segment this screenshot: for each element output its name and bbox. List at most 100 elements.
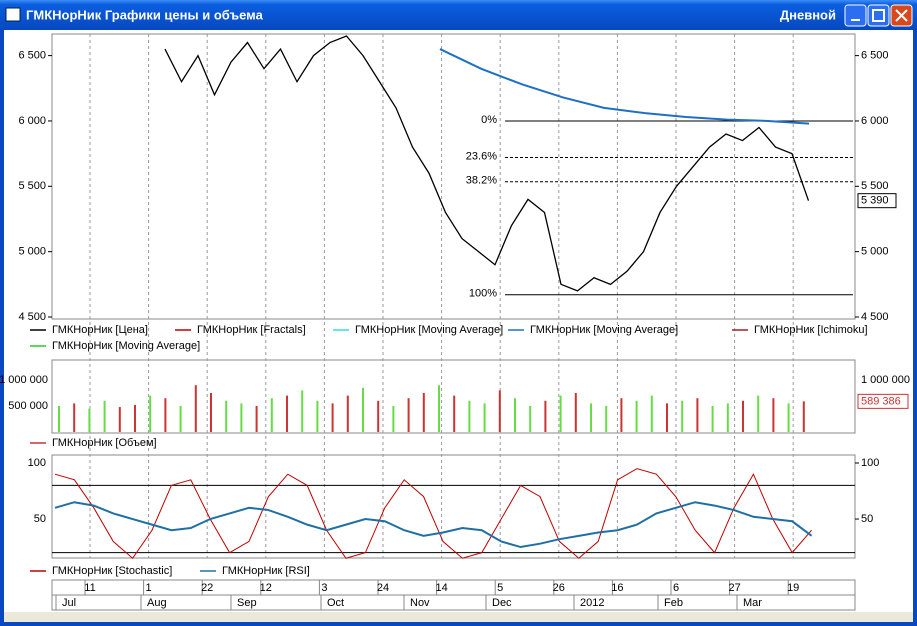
volume-bar xyxy=(711,406,714,432)
day-label: 27 xyxy=(728,582,740,594)
day-label: 12 xyxy=(260,582,272,594)
fib-label: 23.6% xyxy=(466,150,497,162)
volume-bar xyxy=(346,395,349,432)
month-label: Aug xyxy=(147,597,167,609)
volume-bar xyxy=(590,403,592,432)
month-label: Feb xyxy=(664,597,683,609)
legend-entry: ГМКНорНик [Fractals] xyxy=(197,324,306,336)
volume-bar xyxy=(681,400,684,432)
minimize-button[interactable] xyxy=(844,4,867,27)
month-label: Mar xyxy=(743,597,762,609)
month-label: Jul xyxy=(62,597,76,609)
fib-label: 0% xyxy=(481,114,497,126)
volume-bar xyxy=(453,395,456,432)
day-label: 5 xyxy=(497,582,503,594)
rsi-line xyxy=(54,501,813,549)
day-label: 24 xyxy=(377,582,389,594)
legend-entry: ГМКНорНик [Stochastic] xyxy=(52,565,172,577)
day-label: 6 xyxy=(673,582,679,594)
y-tick-label: 5 000 xyxy=(861,246,889,258)
volume-bar xyxy=(286,395,288,432)
volume-bar xyxy=(255,406,258,432)
volume-bar xyxy=(742,400,744,432)
volume-bar xyxy=(620,398,623,432)
volume-bar xyxy=(194,385,197,432)
volume-bar xyxy=(210,393,212,432)
volume-bar xyxy=(407,398,410,432)
volume-bar xyxy=(757,395,760,432)
volume-bar xyxy=(696,398,699,432)
month-label: Dec xyxy=(492,597,512,609)
legend-entry: ГМКНорНик [Moving Average] xyxy=(52,340,200,352)
volume-bar xyxy=(179,406,182,432)
price-panel xyxy=(51,33,856,320)
ma-long xyxy=(439,48,810,125)
period: Дневной xyxy=(780,7,836,22)
volume-bar xyxy=(635,400,638,432)
y-tick-label: 100 xyxy=(28,457,46,469)
title-bar xyxy=(0,0,917,30)
day-label: 1 xyxy=(146,582,152,594)
scrollbar[interactable] xyxy=(4,612,913,622)
y-tick-label: 100 xyxy=(861,457,879,469)
day-label: 3 xyxy=(321,582,327,594)
legend-entry: ГМКНорНик [Ichimoku] xyxy=(754,324,868,336)
volume-bar xyxy=(514,398,516,432)
price-line xyxy=(164,35,810,292)
volume-bar xyxy=(468,400,471,432)
volume-bar xyxy=(362,387,364,432)
volume-bar xyxy=(331,403,334,432)
month-label: 2012 xyxy=(580,597,604,609)
last-price-label: 5 390 xyxy=(861,195,889,207)
volume-bar xyxy=(103,400,106,432)
volume-bar xyxy=(149,395,152,432)
volume-bar xyxy=(544,400,547,432)
day-label: 14 xyxy=(435,582,447,594)
volume-bar xyxy=(118,407,121,432)
volume-panel xyxy=(51,359,856,434)
volume-bar xyxy=(438,385,440,432)
y-tick-label: 5 500 xyxy=(861,180,889,192)
volume-bar xyxy=(225,400,228,432)
day-label: 19 xyxy=(787,582,799,594)
legend-entry: ГМКНорНик [RSI] xyxy=(222,565,310,577)
button-glyphs xyxy=(851,9,908,22)
volume-bar xyxy=(73,403,76,432)
month-label: Oct xyxy=(327,597,344,609)
volume-bar xyxy=(88,408,91,432)
fib-label: 38.2% xyxy=(466,175,497,187)
volume-bar xyxy=(240,403,243,432)
volume-bar xyxy=(58,406,60,432)
y-tick-label: 5 000 xyxy=(18,246,46,258)
volume-bar xyxy=(666,403,668,432)
volume-bar xyxy=(377,400,380,432)
legend-entry: ГМКНорНик [Цена] xyxy=(52,324,148,336)
y-tick-label: 1 000 000 xyxy=(861,374,910,386)
volume-bar xyxy=(301,390,304,432)
y-tick-label: 50 xyxy=(861,513,873,525)
month-label: Nov xyxy=(410,597,430,609)
volume-bar xyxy=(726,403,729,432)
app-icon xyxy=(5,7,21,22)
y-tick-label: 50 xyxy=(34,513,46,525)
volume-bar xyxy=(134,404,136,432)
volume-bar xyxy=(483,403,486,432)
y-tick-label: 1 000 000 xyxy=(0,374,48,386)
volume-bar xyxy=(605,406,608,432)
y-tick-label: 6 500 xyxy=(18,50,46,62)
y-tick-label: 6 000 xyxy=(18,115,46,127)
day-label: 11 xyxy=(84,582,95,594)
volume-bar xyxy=(164,398,167,432)
fib-label: 100% xyxy=(469,288,497,300)
volume-bar xyxy=(559,395,562,432)
volume-bar xyxy=(498,390,501,432)
volume-bar xyxy=(270,398,273,432)
last-volume-label: 589 386 xyxy=(861,395,901,407)
y-tick-label: 4 500 xyxy=(861,311,889,323)
volume-bar xyxy=(772,398,775,432)
maximize-button[interactable] xyxy=(867,4,890,27)
volume-bar xyxy=(529,406,532,432)
volume-bar xyxy=(422,393,425,432)
volume-bar xyxy=(802,401,805,432)
